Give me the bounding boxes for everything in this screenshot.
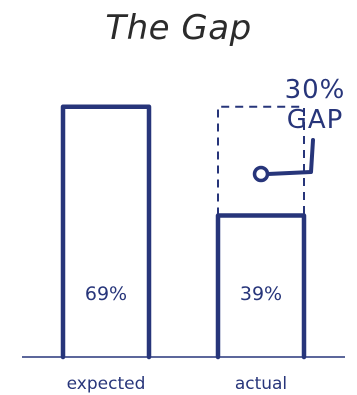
- gap-annotation-value: 30%: [285, 75, 346, 105]
- data-label-expected: 69%: [85, 283, 127, 305]
- data-label-actual: 39%: [240, 283, 282, 305]
- bar-actual: [215, 213, 307, 360]
- gap-marker: [252, 165, 270, 183]
- bar-expected: [60, 104, 152, 360]
- chart-title: The Gap: [105, 8, 252, 48]
- tick-label-actual: actual: [235, 374, 287, 394]
- gap-annotation-label: GAP: [287, 105, 344, 135]
- gap-connector: [266, 138, 315, 176]
- tick-label-expected: expected: [67, 374, 146, 394]
